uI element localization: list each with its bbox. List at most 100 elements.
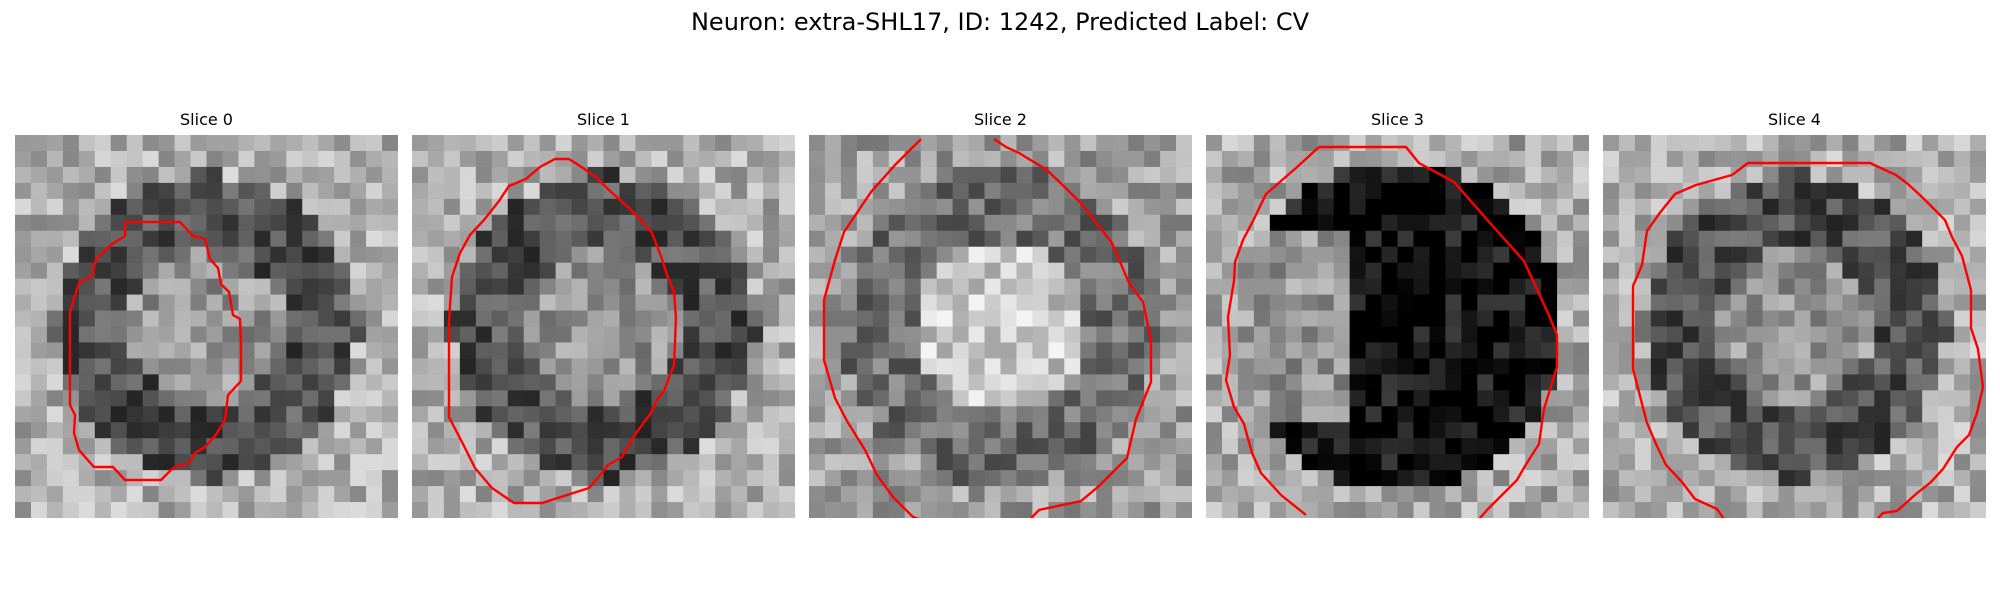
pixel (587, 150, 605, 168)
pixel (1429, 342, 1446, 360)
pixel (1730, 294, 1748, 312)
slice-2-contour-right (993, 138, 1153, 518)
pixel (94, 454, 112, 471)
pixel (619, 486, 637, 503)
pixel (1634, 406, 1652, 423)
pixel (1826, 166, 1843, 184)
pixel (1381, 294, 1399, 312)
pixel (619, 374, 637, 391)
pixel (603, 390, 621, 407)
pixel (904, 246, 922, 264)
pixel (427, 310, 445, 328)
pixel (1429, 374, 1446, 391)
pixel (1810, 358, 1828, 375)
pixel (491, 166, 509, 184)
pixel (1096, 262, 1113, 280)
pixel (635, 182, 652, 200)
pixel (286, 310, 303, 328)
pixel (286, 278, 303, 296)
pixel (334, 246, 351, 264)
pixel (1413, 342, 1431, 360)
pixel (523, 454, 541, 471)
pixel (46, 230, 64, 248)
pixel (619, 358, 637, 375)
pixel (427, 214, 445, 232)
pixel (222, 438, 240, 455)
pixel (840, 486, 858, 503)
pixel (523, 150, 541, 168)
pixel (699, 342, 716, 360)
slice-0-contour (68, 220, 243, 482)
pixel (731, 422, 748, 439)
pixel (1477, 150, 1494, 168)
pixel (286, 390, 303, 407)
pixel (747, 326, 764, 344)
pixel (350, 342, 367, 360)
pixel (1650, 374, 1668, 391)
pixel (1285, 374, 1303, 391)
pixel (427, 198, 445, 216)
pixel (1096, 470, 1113, 487)
pixel (1397, 358, 1415, 375)
pixel (763, 470, 780, 487)
pixel (302, 470, 319, 487)
pixel (1890, 438, 1907, 455)
pixel (46, 246, 64, 264)
pixel (30, 374, 48, 391)
pixel (779, 246, 795, 264)
pixel (158, 182, 176, 200)
pixel (824, 342, 842, 360)
pixel (1842, 230, 1859, 248)
pixel (699, 390, 716, 407)
pixel (1048, 150, 1065, 168)
pixel (142, 294, 160, 312)
pixel (427, 135, 445, 152)
pixel (286, 406, 303, 423)
pixel (1397, 262, 1415, 280)
pixel (1573, 198, 1589, 216)
pixel (491, 454, 509, 471)
pixel (809, 326, 826, 344)
pixel (1221, 502, 1239, 518)
pixel (635, 230, 652, 248)
pixel (286, 470, 303, 487)
pixel (952, 214, 970, 232)
pixel (1810, 438, 1828, 455)
pixel (683, 246, 700, 264)
pixel (142, 374, 160, 391)
pixel (1826, 230, 1843, 248)
pixel (1381, 135, 1399, 152)
pixel (475, 166, 493, 184)
pixel (1746, 214, 1764, 232)
pixel (1413, 150, 1431, 168)
pixel (1730, 246, 1748, 264)
pixel (30, 294, 48, 312)
pixel (1794, 182, 1812, 200)
pixel (984, 374, 1002, 391)
pixel (1525, 438, 1542, 455)
pixel (1970, 454, 1986, 471)
pixel (1922, 438, 1939, 455)
pixel (1000, 358, 1018, 375)
pixel (1730, 374, 1748, 391)
pixel (1493, 262, 1510, 280)
pixel (667, 150, 684, 168)
pixel (427, 294, 445, 312)
pixel (30, 310, 48, 328)
pixel (318, 166, 335, 184)
pixel (1746, 454, 1764, 471)
pixel (1064, 230, 1081, 248)
pixel (491, 406, 509, 423)
pixel (1525, 230, 1542, 248)
pixel (1333, 182, 1351, 200)
pixel (1698, 486, 1716, 503)
slice-0-pixels (15, 135, 398, 518)
pixel (1778, 182, 1796, 200)
pixel (222, 246, 240, 264)
pixel (1144, 135, 1161, 152)
pixel (1778, 230, 1796, 248)
pixel (1874, 342, 1891, 360)
pixel (635, 166, 652, 184)
pixel (1730, 390, 1748, 407)
pixel (270, 454, 287, 471)
